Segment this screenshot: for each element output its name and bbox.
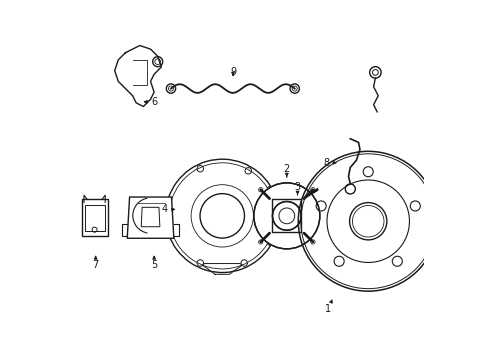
Text: 8: 8 [323,158,335,168]
Text: 6: 6 [144,97,157,107]
Bar [272,199,301,232]
Text: 5: 5 [151,256,157,270]
Text: 1: 1 [325,300,331,314]
Text: 9: 9 [229,67,236,77]
Text: 2: 2 [283,164,289,177]
Polygon shape [127,197,174,238]
Text: 3: 3 [294,182,300,195]
Bar [84,205,104,231]
Text: 4: 4 [162,204,174,215]
Text: 7: 7 [92,256,99,270]
Bar [81,199,107,237]
